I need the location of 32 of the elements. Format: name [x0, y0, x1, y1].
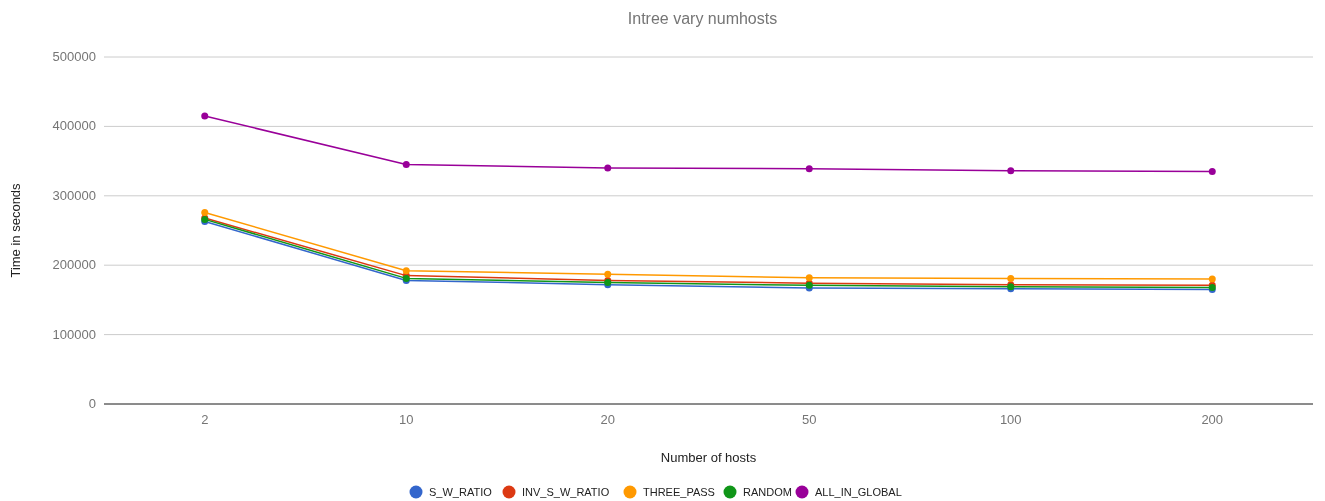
y-tick-label: 500000	[52, 49, 96, 64]
legend-label: S_W_RATIO	[429, 486, 493, 498]
y-tick-label: 300000	[52, 187, 96, 203]
y-axis-title: Time in seconds	[8, 182, 23, 278]
legend-label: THREE_PASS	[643, 486, 715, 498]
point	[604, 164, 612, 172]
legend-label: ALL_IN_GLOBAL	[815, 486, 902, 498]
x-tick-label: 200	[1201, 412, 1224, 427]
point	[604, 270, 612, 278]
point	[1208, 275, 1216, 283]
y-tick-label: 400000	[52, 118, 96, 134]
point	[1208, 168, 1216, 176]
legend-label: RANDOM	[743, 486, 792, 498]
chart-title: Intree vary numhosts	[627, 10, 778, 27]
x-tick-label: 2	[201, 412, 209, 427]
point	[1007, 167, 1015, 175]
point	[201, 208, 209, 216]
x-tick-label: 50	[802, 412, 817, 427]
point	[402, 161, 410, 169]
y-tick-label: 200000	[52, 257, 96, 273]
x-axis-title: Number of hosts	[660, 450, 757, 465]
legend-label: INV_S_W_RATIO	[522, 486, 610, 498]
y-tick-label: 100000	[52, 326, 96, 342]
x-tick-label: 20	[600, 412, 615, 427]
x-tick-label: 10	[399, 412, 414, 427]
point	[402, 267, 410, 275]
point	[805, 274, 813, 282]
point	[805, 165, 813, 173]
x-tick-label: 100	[999, 412, 1022, 427]
point	[201, 112, 209, 120]
y-tick-label: 0	[88, 396, 96, 411]
point	[1007, 274, 1015, 282]
